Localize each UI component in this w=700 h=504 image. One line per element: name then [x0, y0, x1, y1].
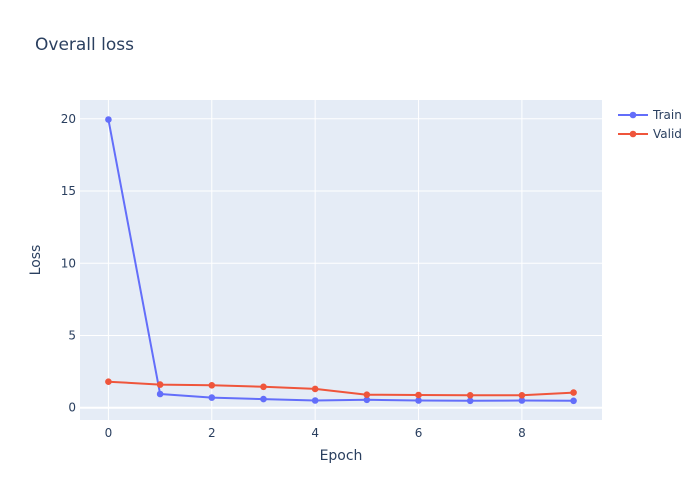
y-tick-label: 10 [61, 256, 76, 270]
y-tick-label: 20 [61, 112, 76, 126]
valid-data-point[interactable] [311, 385, 319, 393]
y-axis-title: Loss [28, 245, 44, 276]
grid-lines [80, 100, 602, 420]
x-tick-label: 4 [311, 426, 319, 440]
x-tick-label: 2 [208, 426, 216, 440]
y-tick-label: 15 [61, 184, 76, 198]
valid-series-line[interactable] [108, 380, 574, 397]
legend-swatch-marker [629, 130, 637, 138]
train-data-point[interactable] [518, 397, 526, 404]
x-tick-label: 8 [518, 426, 526, 440]
train-data-point[interactable] [415, 397, 422, 404]
x-tick-label: 0 [105, 426, 113, 440]
valid-data-point[interactable] [363, 391, 371, 399]
train-data-point[interactable] [466, 397, 474, 405]
valid-data-point[interactable] [156, 381, 164, 388]
train-data-point[interactable] [311, 397, 319, 404]
valid-data-point[interactable] [260, 383, 267, 391]
valid-data-point[interactable] [208, 382, 216, 389]
y-tick-label: 5 [68, 328, 76, 342]
train-data-point[interactable] [570, 397, 577, 405]
legend-item-valid[interactable]: Valid [618, 127, 682, 141]
x-tick-label: 6 [415, 426, 423, 440]
train-data-point[interactable] [363, 396, 371, 404]
plot-area [80, 100, 602, 420]
axis-ticks: 0 2 4 6 8 0 5 10 15 20 [61, 112, 526, 440]
valid-data-point[interactable] [105, 378, 112, 386]
train-series-line[interactable] [107, 119, 574, 402]
valid-data-point[interactable] [466, 391, 474, 399]
legend-item-train[interactable]: Train [618, 108, 682, 122]
x-axis-title: Epoch [320, 448, 363, 464]
chart-title: Overall loss [35, 35, 134, 55]
valid-data-point[interactable] [570, 389, 577, 396]
train-data-point[interactable] [208, 394, 216, 401]
valid-data-point[interactable] [518, 391, 526, 399]
legend-swatch-marker [629, 111, 637, 119]
legend[interactable]: Train Valid [618, 108, 682, 141]
legend-label: Valid [653, 127, 682, 141]
series-lines [105, 116, 577, 405]
train-data-point[interactable] [105, 116, 112, 123]
train-data-point[interactable] [260, 395, 267, 403]
valid-data-point[interactable] [415, 391, 422, 399]
train-data-point[interactable] [156, 390, 164, 398]
y-tick-label: 0 [68, 401, 76, 415]
legend-label: Train [652, 108, 682, 122]
